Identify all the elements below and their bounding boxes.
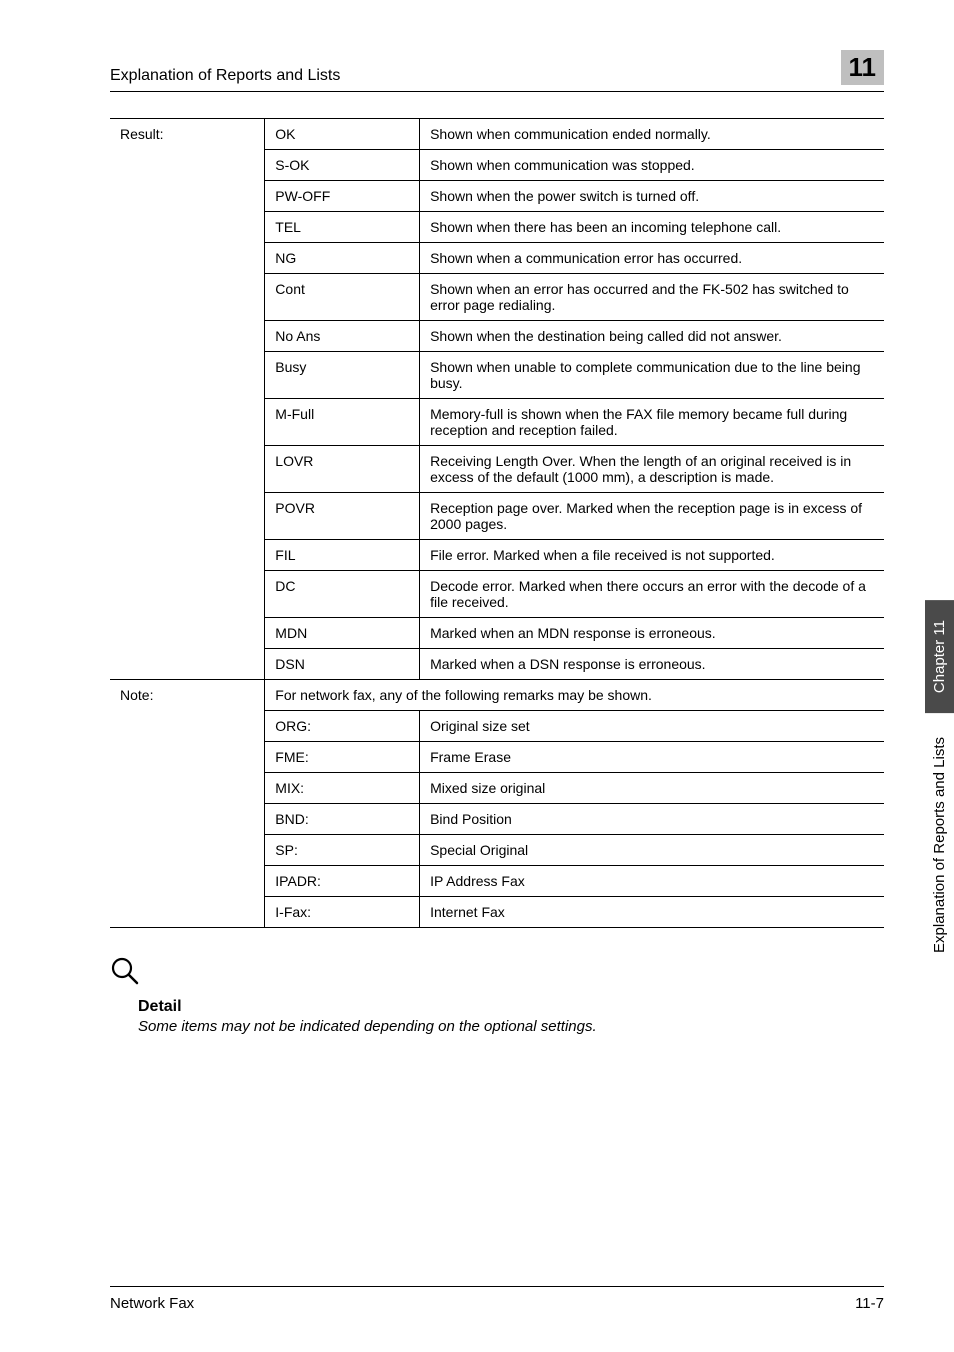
results-table: Result:OKShown when communication ended …	[110, 118, 884, 928]
result-desc: Shown when there has been an incoming te…	[420, 212, 884, 243]
side-tab-chapter: Chapter 11	[925, 600, 954, 713]
result-code: DC	[265, 571, 420, 618]
result-desc: Shown when the destination being called …	[420, 321, 884, 352]
result-desc: Receiving Length Over. When the length o…	[420, 446, 884, 493]
result-code: DSN	[265, 649, 420, 680]
result-desc: Shown when communication was stopped.	[420, 150, 884, 181]
result-code: M-Full	[265, 399, 420, 446]
result-desc: Shown when unable to complete communicat…	[420, 352, 884, 399]
result-code: NG	[265, 243, 420, 274]
result-code: FIL	[265, 540, 420, 571]
note-code: BND:	[265, 804, 420, 835]
note-heading: For network fax, any of the following re…	[265, 680, 884, 711]
note-code: I-Fax:	[265, 897, 420, 928]
detail-title: Detail	[138, 998, 884, 1016]
result-desc: Marked when an MDN response is erroneous…	[420, 618, 884, 649]
note-desc: Special Original	[420, 835, 884, 866]
result-code: S-OK	[265, 150, 420, 181]
note-code: MIX:	[265, 773, 420, 804]
footer-right: 11-7	[855, 1295, 884, 1312]
page-header: Explanation of Reports and Lists 11	[110, 50, 884, 92]
side-tab: Chapter 11 Explanation of Reports and Li…	[925, 600, 954, 977]
result-code: TEL	[265, 212, 420, 243]
label-result: Result:	[110, 119, 265, 680]
result-desc: File error. Marked when a file received …	[420, 540, 884, 571]
detail-block: Detail Some items may not be indicated d…	[110, 956, 884, 1035]
result-code: LOVR	[265, 446, 420, 493]
result-code: Cont	[265, 274, 420, 321]
note-desc: Mixed size original	[420, 773, 884, 804]
result-code: Busy	[265, 352, 420, 399]
note-desc: Original size set	[420, 711, 884, 742]
result-desc: Memory-full is shown when the FAX file m…	[420, 399, 884, 446]
result-code: OK	[265, 119, 420, 150]
note-desc: Internet Fax	[420, 897, 884, 928]
note-code: FME:	[265, 742, 420, 773]
result-desc: Shown when an error has occurred and the…	[420, 274, 884, 321]
note-code: IPADR:	[265, 866, 420, 897]
label-note: Note:	[110, 680, 265, 928]
result-desc: Shown when a communication error has occ…	[420, 243, 884, 274]
note-desc: Frame Erase	[420, 742, 884, 773]
note-desc: Bind Position	[420, 804, 884, 835]
magnifier-icon	[110, 956, 884, 992]
page-footer: Network Fax 11-7	[110, 1286, 884, 1312]
result-code: MDN	[265, 618, 420, 649]
result-code: PW-OFF	[265, 181, 420, 212]
detail-text: Some items may not be indicated dependin…	[138, 1018, 884, 1035]
note-code: SP:	[265, 835, 420, 866]
note-desc: IP Address Fax	[420, 866, 884, 897]
result-desc: Shown when the power switch is turned of…	[420, 181, 884, 212]
result-desc: Decode error. Marked when there occurs a…	[420, 571, 884, 618]
footer-left: Network Fax	[110, 1295, 194, 1312]
result-desc: Marked when a DSN response is erroneous.	[420, 649, 884, 680]
header-title: Explanation of Reports and Lists	[110, 67, 340, 85]
note-code: ORG:	[265, 711, 420, 742]
header-badge: 11	[841, 50, 885, 85]
result-desc: Shown when communication ended normally.	[420, 119, 884, 150]
result-code: POVR	[265, 493, 420, 540]
result-code: No Ans	[265, 321, 420, 352]
result-desc: Reception page over. Marked when the rec…	[420, 493, 884, 540]
side-tab-section: Explanation of Reports and Lists	[925, 713, 954, 977]
